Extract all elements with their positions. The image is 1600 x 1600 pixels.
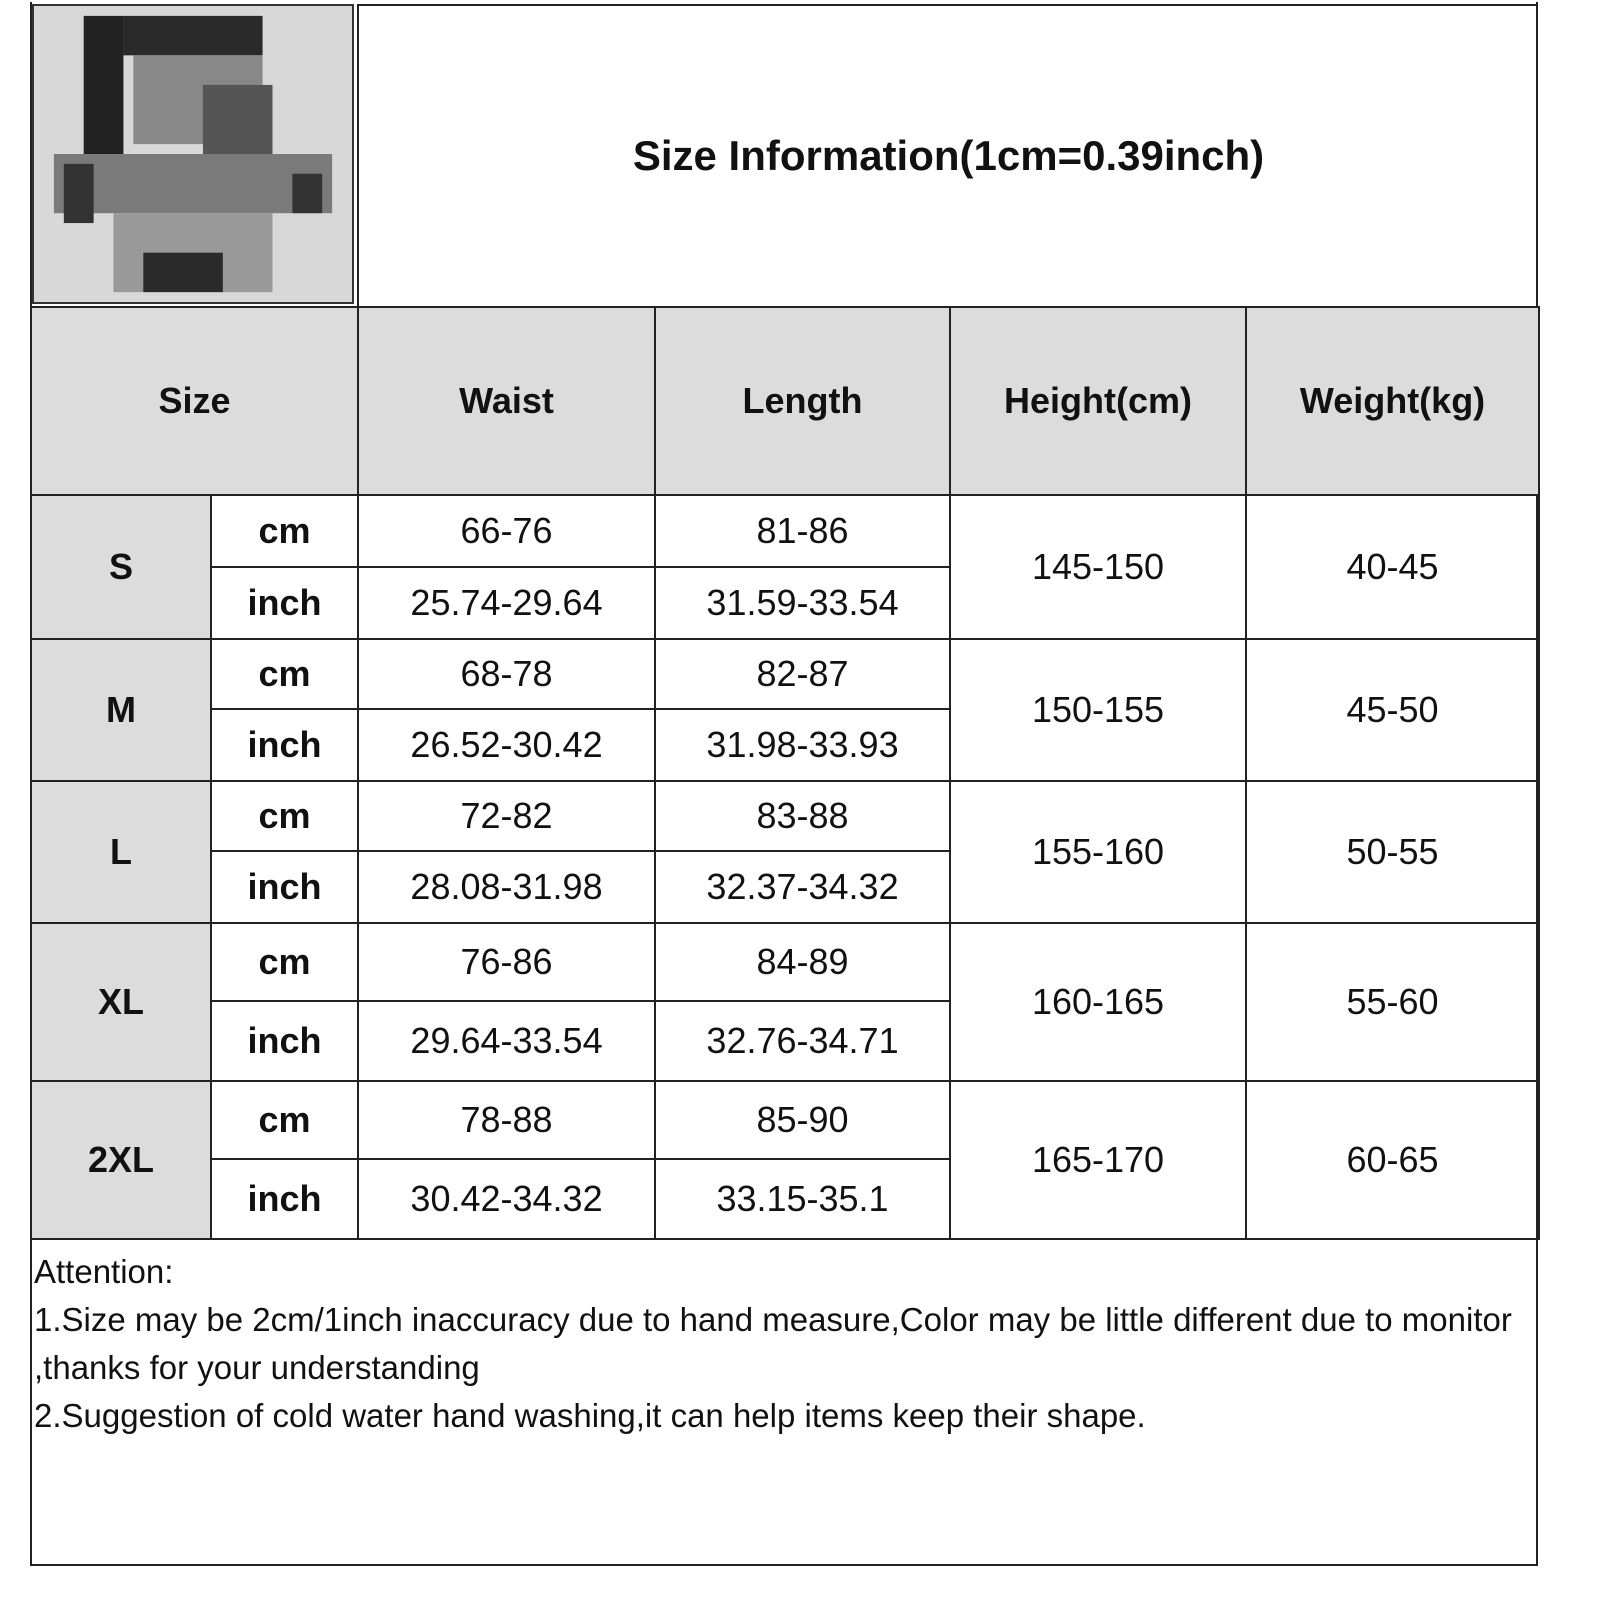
height-range: 160-165 (949, 922, 1248, 1082)
waist-inch: 26.52-30.42 (357, 708, 657, 782)
height-range: 165-170 (949, 1080, 1248, 1240)
unit-inch: inch (209, 850, 360, 924)
header-waist: Waist (357, 306, 657, 496)
length-inch: 31.59-33.54 (654, 566, 952, 640)
waist-cm: 68-78 (357, 638, 657, 710)
header-height: Height(cm) (949, 306, 1248, 496)
product-photo (32, 4, 354, 304)
length-cm: 82-87 (654, 638, 952, 710)
waist-inch: 28.08-31.98 (357, 850, 657, 924)
waist-inch: 30.42-34.32 (357, 1158, 657, 1240)
height-range: 155-160 (949, 780, 1248, 924)
height-range: 150-155 (949, 638, 1248, 782)
table-row-cm: 2XL cm 78-88 85-90 165-170 60-65 (30, 1080, 1541, 1240)
table-row-inch: inch 25.74-29.64 31.59-33.54 (31, 566, 1539, 640)
attention-heading: Attention: (34, 1253, 174, 1290)
size-label: L (30, 780, 212, 924)
size-label: 2XL (30, 1080, 212, 1240)
length-cm: 84-89 (654, 922, 952, 1002)
table-row-cm: XL cm 76-86 84-89 160-165 55-60 (30, 922, 1541, 1082)
weight-range: 45-50 (1245, 638, 1541, 782)
size-table: Size Waist Length Height(cm) Weight(kg) … (29, 306, 1541, 1240)
length-inch: 31.98-33.93 (654, 708, 952, 782)
length-cm: 83-88 (654, 780, 952, 852)
unit-cm: cm (209, 494, 360, 568)
weight-range: 60-65 (1245, 1080, 1541, 1240)
header-weight: Weight(kg) (1245, 306, 1541, 496)
unit-cm: cm (209, 922, 360, 1002)
page-title: Size Information(1cm=0.39inch) (357, 4, 1538, 306)
unit-cm: cm (209, 780, 360, 852)
waist-cm: 76-86 (357, 922, 657, 1002)
header-row: Size Waist Length Height(cm) Weight(kg) (29, 306, 1541, 496)
attention-notes: Attention: 1.Size may be 2cm/1inch inacc… (34, 1248, 1534, 1440)
length-inch: 32.76-34.71 (654, 1000, 952, 1082)
table-row-inch: inch 26.52-30.42 31.98-33.93 (31, 708, 1539, 782)
weight-range: 50-55 (1245, 780, 1541, 924)
waist-cm: 78-88 (357, 1080, 657, 1160)
unit-inch: inch (209, 1158, 360, 1240)
waist-cm: 66-76 (357, 494, 657, 568)
waist-inch: 25.74-29.64 (357, 566, 657, 640)
header-size: Size (29, 306, 360, 496)
unit-inch: inch (209, 708, 360, 782)
unit-cm: cm (209, 1080, 360, 1160)
unit-inch: inch (209, 566, 360, 640)
size-label: XL (30, 922, 212, 1082)
size-label: S (30, 494, 212, 640)
weight-range: 40-45 (1245, 494, 1541, 640)
table-row-cm: L cm 72-82 83-88 155-160 50-55 (30, 780, 1541, 924)
size-label: M (30, 638, 212, 782)
length-inch: 32.37-34.32 (654, 850, 952, 924)
table-row-cm: S cm 66-76 81-86 145-150 40-45 (30, 494, 1541, 640)
table-row-inch: inch 28.08-31.98 32.37-34.32 (31, 850, 1539, 924)
unit-inch: inch (209, 1000, 360, 1082)
waist-inch: 29.64-33.54 (357, 1000, 657, 1082)
length-cm: 81-86 (654, 494, 952, 568)
table-row-cm: M cm 68-78 82-87 150-155 45-50 (30, 638, 1541, 782)
table-row-inch: inch 29.64-33.54 32.76-34.71 (31, 1000, 1539, 1082)
waist-cm: 72-82 (357, 780, 657, 852)
length-cm: 85-90 (654, 1080, 952, 1160)
length-inch: 33.15-35.1 (654, 1158, 952, 1240)
attention-note-2: 2.Suggestion of cold water hand washing,… (34, 1397, 1146, 1434)
table-row-inch: inch 30.42-34.32 33.15-35.1 (31, 1158, 1539, 1240)
header-length: Length (654, 306, 952, 496)
attention-note-1: 1.Size may be 2cm/1inch inaccuracy due t… (34, 1301, 1512, 1386)
unit-cm: cm (209, 638, 360, 710)
weight-range: 55-60 (1245, 922, 1541, 1082)
height-range: 145-150 (949, 494, 1248, 640)
